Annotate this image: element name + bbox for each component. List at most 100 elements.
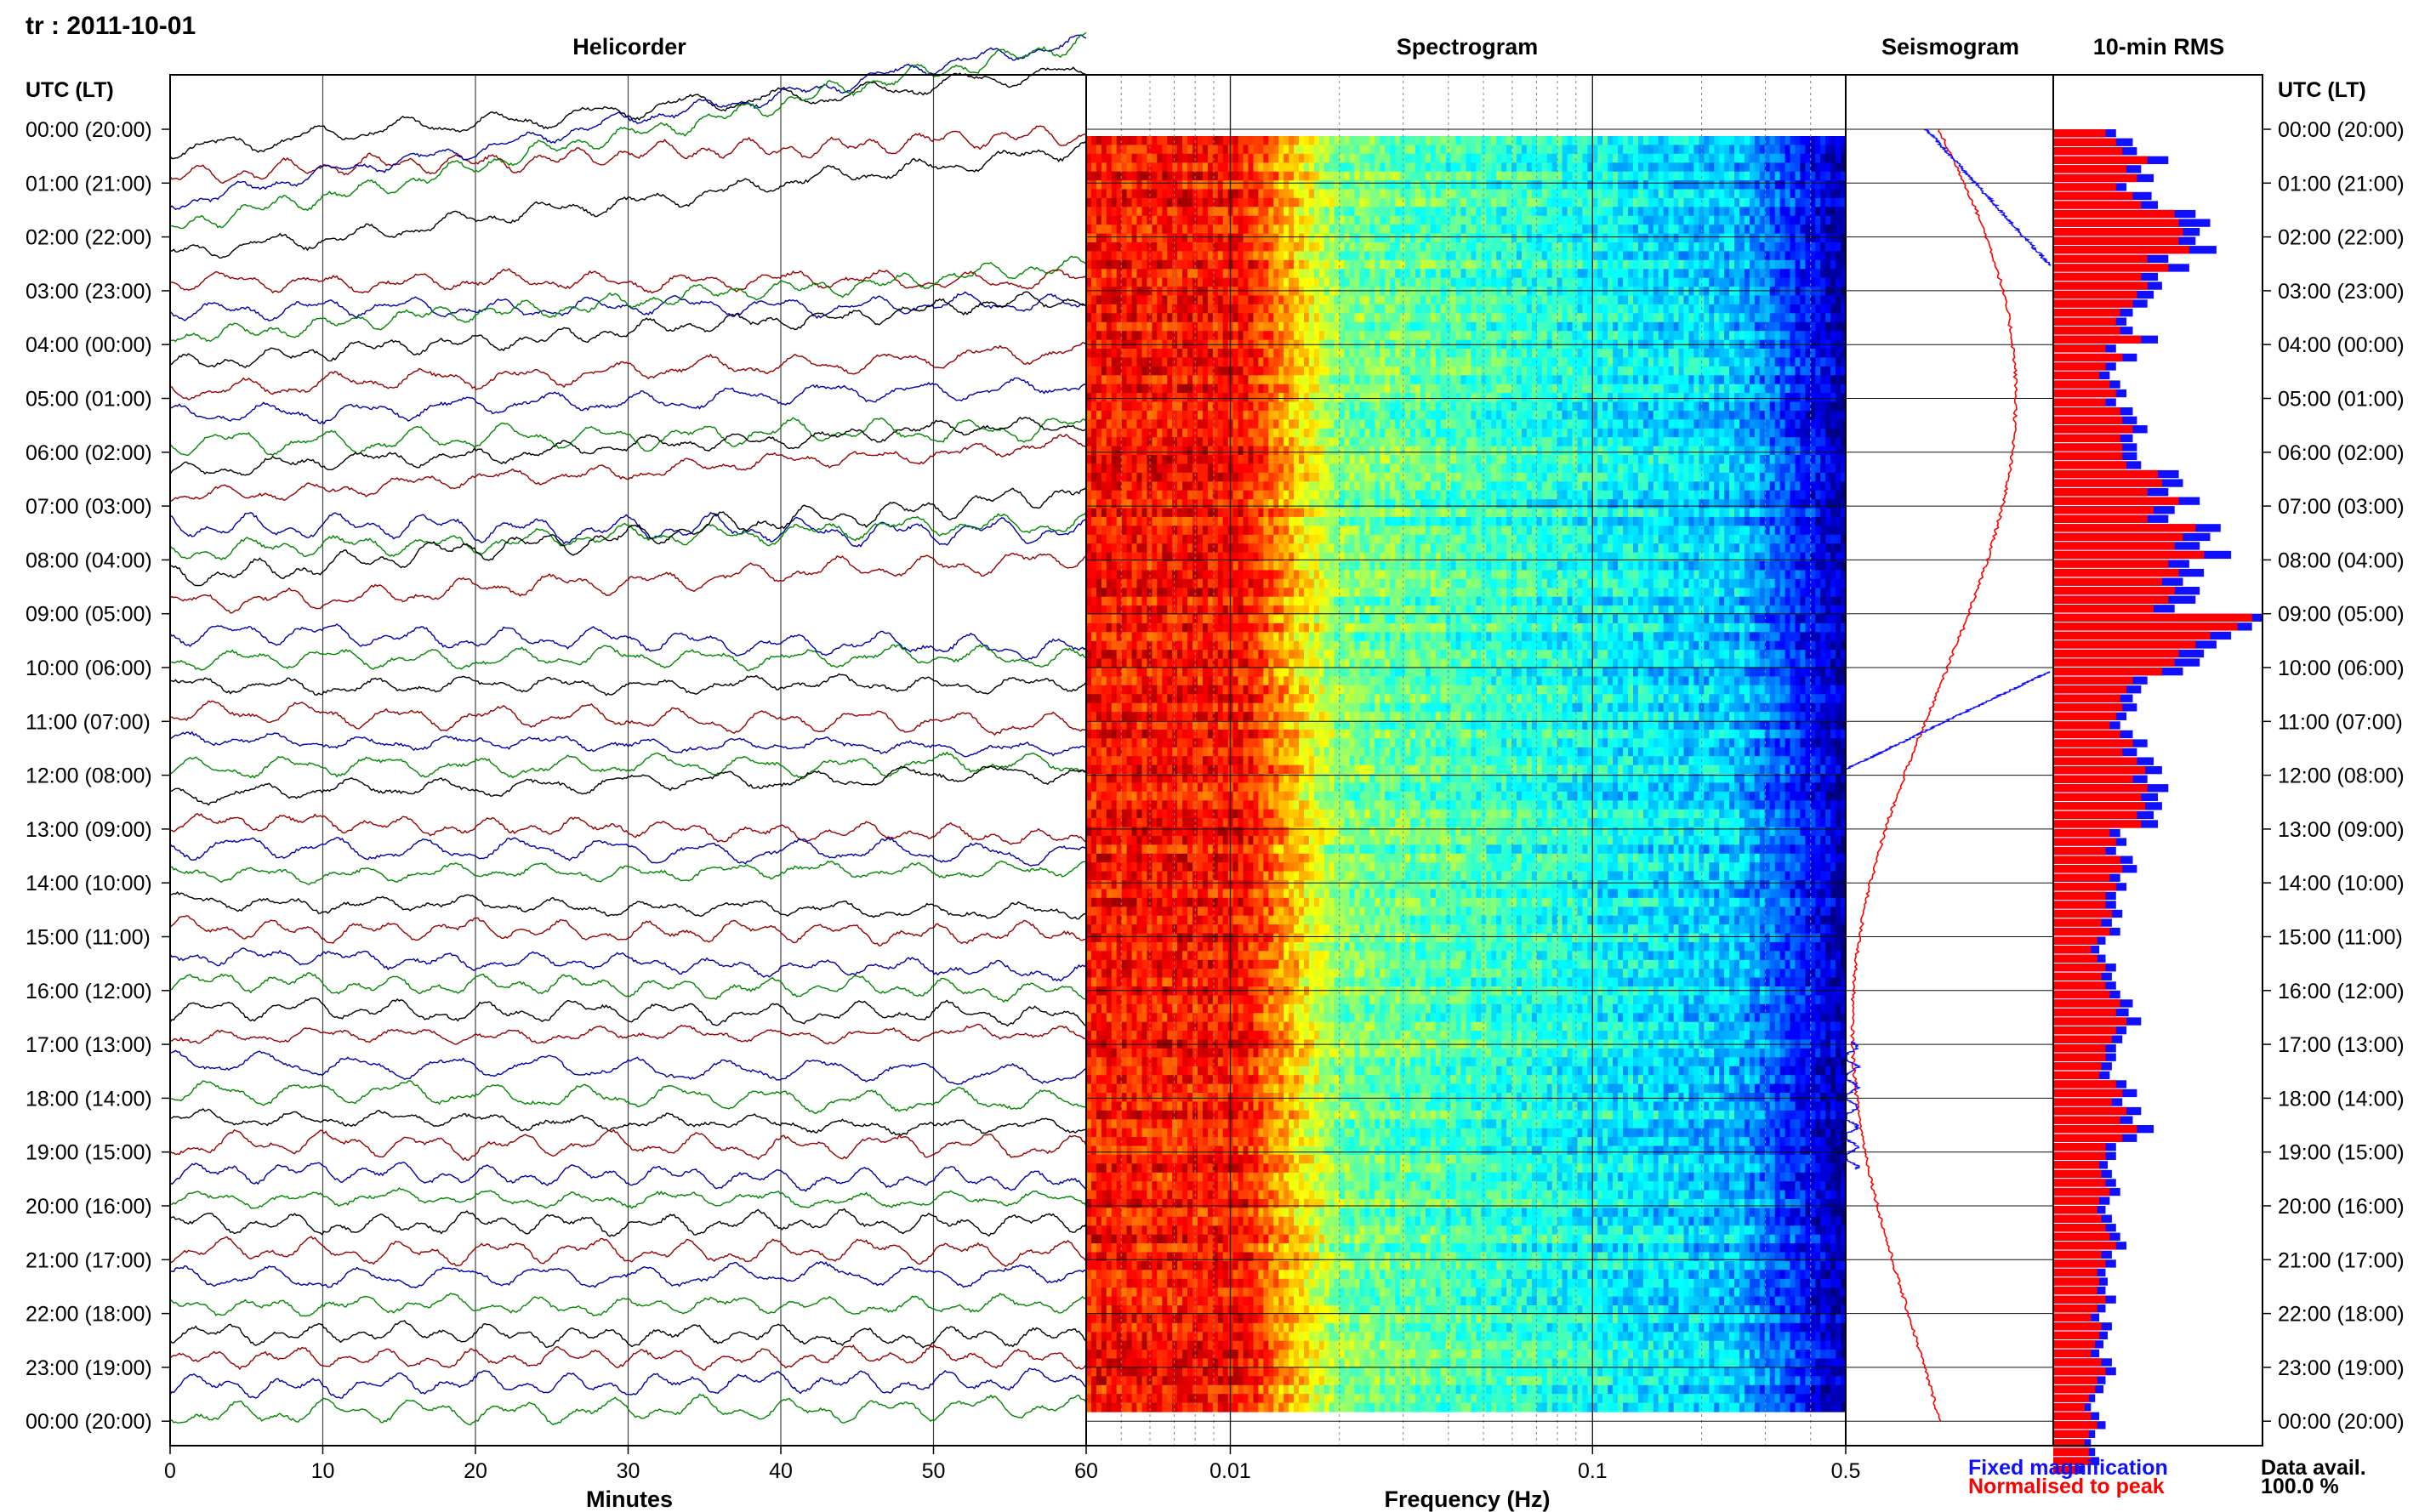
spectrogram-cell xyxy=(1481,259,1487,270)
spectrogram-cell xyxy=(1658,401,1665,412)
spectrogram-cell xyxy=(1395,207,1401,217)
spectrogram-cell xyxy=(1339,189,1346,199)
spectrogram-cell xyxy=(1258,145,1264,155)
spectrogram-cell xyxy=(1506,259,1512,270)
spectrogram-cell xyxy=(1613,357,1619,367)
spectrogram-cell xyxy=(1222,153,1229,163)
spectrogram-cell xyxy=(1496,384,1502,394)
spectrogram-cell xyxy=(1719,153,1725,163)
spectrogram-cell xyxy=(1517,136,1523,145)
spectrogram-cell xyxy=(1380,269,1386,279)
spectrogram-cell xyxy=(1278,207,1284,217)
spectrogram-cell xyxy=(1232,189,1239,199)
spectrogram-cell xyxy=(1313,401,1320,412)
spectrogram-cell xyxy=(1648,349,1654,358)
spectrogram-cell xyxy=(1522,295,1528,305)
spectrogram-cell xyxy=(1455,366,1462,376)
spectrogram-cell xyxy=(1572,393,1579,403)
spectrogram-cell xyxy=(1217,321,1224,332)
spectrogram-cell xyxy=(1597,251,1603,261)
spectrogram-cell xyxy=(1450,171,1457,181)
spectrogram-cell xyxy=(1344,180,1351,190)
spectrogram-cell xyxy=(1415,313,1421,323)
spectrogram-cell xyxy=(1663,393,1670,403)
spectrogram-cell xyxy=(1637,295,1644,305)
spectrogram-cell xyxy=(1506,207,1512,217)
spectrogram-cell xyxy=(1729,233,1735,243)
spectrogram-cell xyxy=(1536,233,1543,243)
spectrogram-cell xyxy=(1294,207,1300,217)
spectrogram-cell xyxy=(1182,366,1188,376)
spectrogram-cell xyxy=(1243,321,1249,332)
spectrogram-cell xyxy=(1522,393,1528,403)
spectrogram-cell xyxy=(1719,162,1725,173)
spectrogram-cell xyxy=(1774,162,1781,173)
spectrogram-cell xyxy=(1258,401,1264,412)
spectrogram-cell xyxy=(1582,145,1588,155)
spectrogram-cell xyxy=(1769,153,1776,163)
spectrogram-cell xyxy=(1425,153,1431,163)
spectrogram-cell xyxy=(1450,162,1457,173)
spectrogram-cell xyxy=(1344,242,1351,252)
spectrogram-cell xyxy=(1546,366,1553,376)
spectrogram-cell xyxy=(1420,171,1426,181)
spectrogram-cell xyxy=(1481,269,1487,279)
spectrogram-cell xyxy=(1704,269,1710,279)
spectrogram-cell xyxy=(1800,153,1806,163)
spectrogram-cell xyxy=(1349,366,1356,376)
spectrogram-cell xyxy=(1587,295,1593,305)
spectrogram-cell xyxy=(1141,419,1148,429)
spectrogram-cell xyxy=(1126,162,1133,173)
spectrogram-cell xyxy=(1289,349,1295,358)
spectrogram-cell xyxy=(1202,251,1209,261)
spectrogram-cell xyxy=(1608,153,1614,163)
spectrogram-cell xyxy=(1790,295,1796,305)
spectrogram-cell xyxy=(1096,419,1102,429)
spectrogram-cell xyxy=(1116,197,1123,207)
spectrogram-cell xyxy=(1440,393,1447,403)
spectrogram-cell xyxy=(1597,349,1603,358)
spectrogram-cell xyxy=(1283,401,1289,412)
spectrogram-cell xyxy=(1714,136,1720,145)
spectrogram-cell xyxy=(1207,393,1214,403)
spectrogram-cell xyxy=(1263,259,1269,270)
spectrogram-cell xyxy=(1187,287,1193,297)
spectrogram-cell xyxy=(1136,331,1143,341)
spectrogram-cell xyxy=(1759,189,1766,199)
spectrogram-cell xyxy=(1774,251,1781,261)
spectrogram-cell xyxy=(1375,331,1380,341)
spectrogram-cell xyxy=(1551,331,1558,341)
spectrogram-cell xyxy=(1815,410,1821,420)
spectrogram-cell xyxy=(1198,251,1204,261)
spectrogram-cell xyxy=(1425,375,1431,385)
spectrogram-cell xyxy=(1440,269,1447,279)
spectrogram-cell xyxy=(1496,251,1502,261)
spectrogram-cell xyxy=(1511,242,1517,252)
spectrogram-cell xyxy=(1318,321,1325,332)
spectrogram-cell xyxy=(1734,171,1740,181)
spectrogram-cell xyxy=(1450,233,1457,243)
spectrogram-cell xyxy=(1207,180,1214,190)
spectrogram-cell xyxy=(1253,162,1260,173)
spectrogram-cell xyxy=(1157,401,1163,412)
spectrogram-cell xyxy=(1628,207,1634,217)
spectrogram-cell xyxy=(1501,331,1507,341)
spectrogram-cell xyxy=(1699,331,1705,341)
spectrogram-cell xyxy=(1673,153,1680,163)
spectrogram-cell xyxy=(1289,295,1295,305)
spectrogram-cell xyxy=(1162,295,1168,305)
spectrogram-cell xyxy=(1658,215,1665,225)
spectrogram-cell xyxy=(1784,304,1791,314)
spectrogram-cell xyxy=(1577,366,1584,376)
spectrogram-cell xyxy=(1380,304,1386,314)
spectrogram-cell xyxy=(1790,145,1796,155)
spectrogram-cell xyxy=(1673,419,1680,429)
spectrogram-cell xyxy=(1471,357,1477,367)
spectrogram-cell xyxy=(1152,393,1158,403)
spectrogram-cell xyxy=(1506,313,1512,323)
spectrogram-cell xyxy=(1825,393,1831,403)
spectrogram-cell xyxy=(1323,251,1330,261)
spectrogram-cell xyxy=(1592,419,1598,429)
spectrogram-cell xyxy=(1567,215,1574,225)
spectrogram-cell xyxy=(1430,225,1437,235)
